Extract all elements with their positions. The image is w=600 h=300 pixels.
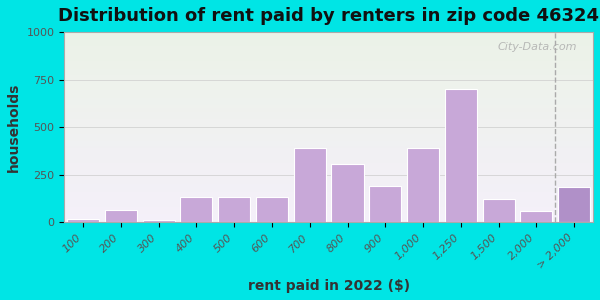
Bar — [293, 148, 326, 222]
Bar — [181, 197, 212, 222]
Bar — [331, 164, 364, 222]
Bar — [482, 200, 515, 222]
Bar — [369, 186, 401, 222]
Bar — [445, 89, 477, 222]
Bar — [407, 148, 439, 222]
X-axis label: rent paid in 2022 ($): rent paid in 2022 ($) — [248, 279, 410, 293]
Bar — [105, 210, 137, 222]
Title: Distribution of rent paid by renters in zip code 46324: Distribution of rent paid by renters in … — [58, 7, 599, 25]
Y-axis label: households: households — [7, 82, 21, 172]
Bar — [256, 197, 288, 222]
Bar — [558, 187, 590, 222]
Text: City-Data.com: City-Data.com — [497, 42, 577, 52]
Bar — [143, 220, 175, 222]
Bar — [67, 219, 99, 222]
Bar — [218, 197, 250, 222]
Bar — [520, 211, 553, 222]
